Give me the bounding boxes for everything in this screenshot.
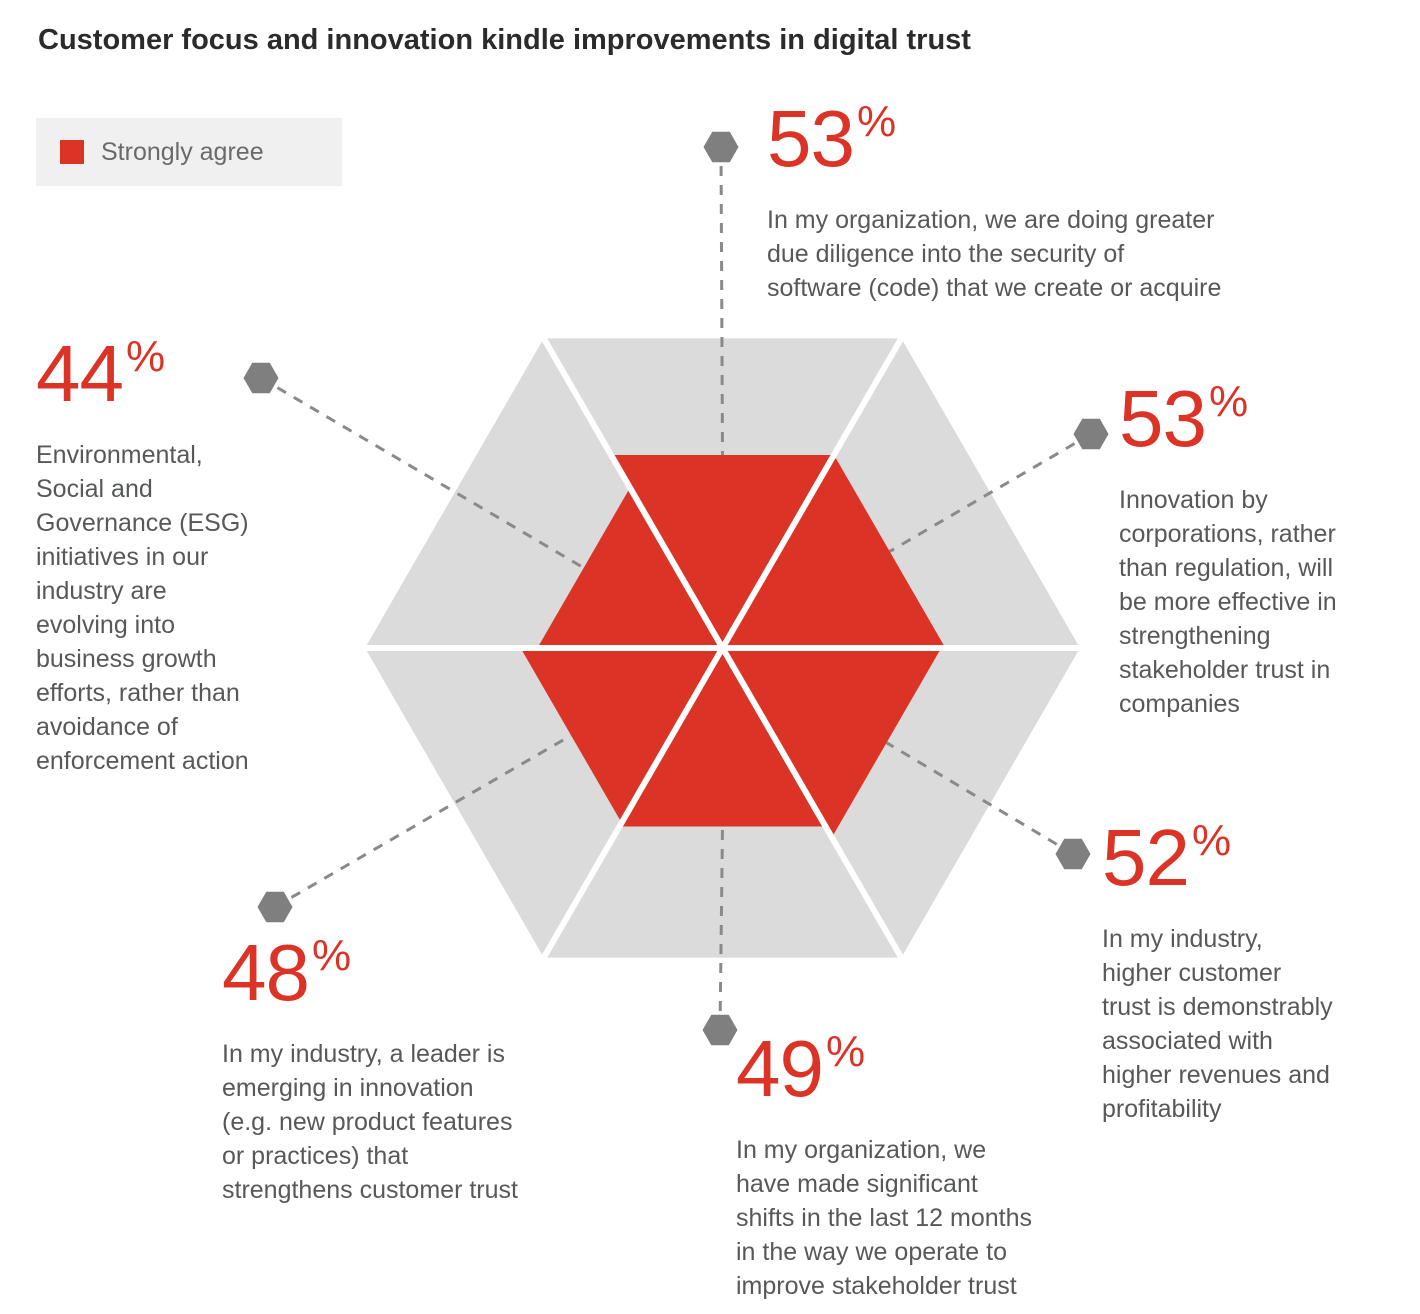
percent-value: 53% [1119, 374, 1249, 463]
callout-customer-trust-revenue: 52% In my industry, higher customer trus… [1102, 815, 1412, 1126]
percent-value: 49% [736, 1024, 866, 1113]
percent-sign: % [856, 97, 897, 146]
legend: Strongly agree [36, 118, 342, 186]
percent-sign: % [1208, 377, 1249, 426]
hexagon-marker-icon-top [703, 131, 739, 163]
hexagon-marker-icon-lower-right [1055, 838, 1091, 870]
sector-separator [541, 336, 904, 960]
percent-sign: % [1191, 816, 1232, 865]
leader-line-bottom [718, 826, 724, 1031]
leader-line-top [719, 146, 724, 455]
hexagon-marker-icon-bottom [702, 1014, 738, 1046]
callout-innovation-vs-regulation: 53% Innovation by corporations, rather t… [1119, 376, 1411, 721]
callout-esg-initiatives: 44% Environmental, Social and Governance… [36, 331, 348, 778]
callout-software-security: 53% In my organization, we are doing gre… [767, 96, 1367, 305]
hexagon-marker-icon-lower-left [257, 891, 293, 923]
callout-innovation-leader: 48% In my industry, a leader is emerging… [222, 930, 632, 1207]
sector-value-lower-right [722, 648, 942, 838]
sector-value-top [611, 455, 834, 648]
leader-line-lower-left [274, 734, 572, 909]
percent-sign: % [311, 931, 352, 980]
percent-value: 48% [222, 928, 352, 1017]
callout-operational-shifts: 49% In my organization, we have made sig… [736, 1026, 1126, 1303]
segment-description: In my organization, we have made signifi… [736, 1136, 1032, 1300]
percent-sign: % [125, 332, 166, 381]
leader-line-upper-left [260, 376, 585, 570]
hexagon-marker-icon-upper-right [1073, 418, 1109, 450]
legend-swatch-strongly-agree [60, 140, 84, 164]
segment-description: Innovation by corporations, rather than … [1119, 486, 1337, 718]
percent-value: 53% [767, 94, 897, 183]
chart-title: Customer focus and innovation kindle imp… [38, 24, 971, 56]
sector-value-lower-left [520, 648, 723, 823]
segment-description: In my organization, we are doing greater… [767, 206, 1222, 302]
segment-description: In my industry, a leader is emerging in … [222, 1040, 518, 1204]
segment-description: In my industry, higher customer trust is… [1102, 925, 1333, 1123]
sector-value-bottom [619, 648, 826, 827]
sector-value-upper-left [537, 487, 723, 648]
percent-value: 52% [1102, 813, 1232, 902]
leader-line-upper-right [888, 432, 1092, 553]
hexagon-marker-icon-upper-left [243, 362, 279, 394]
sector-value-upper-right [722, 455, 946, 648]
legend-label: Strongly agree [101, 137, 264, 166]
segment-description: Environmental, Social and Governance (ES… [36, 441, 249, 775]
percent-value: 44% [36, 329, 166, 418]
leader-line-lower-right [885, 741, 1074, 856]
percent-sign: % [825, 1027, 866, 1076]
